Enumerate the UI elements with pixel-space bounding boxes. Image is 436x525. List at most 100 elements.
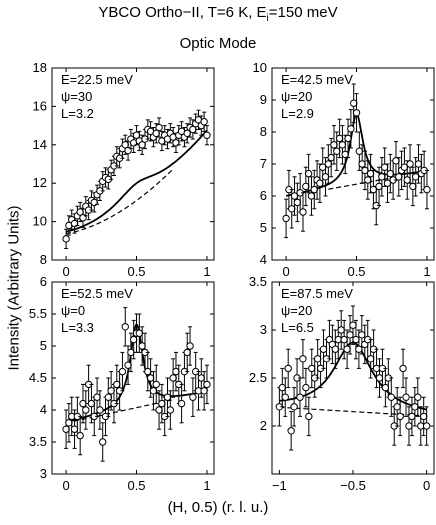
data-point bbox=[281, 393, 289, 401]
y-tick-label: 9 bbox=[260, 92, 267, 107]
data-point bbox=[172, 367, 180, 376]
data-point bbox=[327, 153, 335, 162]
data-point bbox=[423, 185, 431, 194]
data-point bbox=[341, 150, 349, 159]
data-point bbox=[396, 412, 404, 421]
data-point bbox=[381, 383, 390, 392]
data-point bbox=[299, 355, 307, 363]
data-point bbox=[405, 422, 413, 430]
y-tick-label: 7 bbox=[260, 156, 267, 171]
data-point bbox=[130, 335, 138, 344]
data-point bbox=[380, 163, 389, 171]
data-point bbox=[408, 412, 416, 421]
data-point bbox=[203, 380, 211, 389]
data-point bbox=[82, 406, 90, 414]
panel-annotation: ψ=30 bbox=[61, 89, 92, 104]
panel-annotation: L=3.3 bbox=[61, 320, 94, 335]
data-point bbox=[344, 134, 352, 143]
y-tick-label: 6 bbox=[40, 274, 47, 289]
data-point bbox=[386, 169, 395, 178]
data-point bbox=[392, 157, 400, 165]
data-point bbox=[158, 399, 166, 408]
data-point bbox=[302, 383, 310, 392]
data-point bbox=[62, 235, 70, 243]
x-axis-label: (H, 0.5) (r. l. u.) bbox=[167, 499, 269, 516]
plot-frame bbox=[51, 67, 215, 261]
y-tick-label: 3.5 bbox=[29, 434, 47, 449]
data-point bbox=[419, 412, 428, 421]
data-point bbox=[331, 345, 340, 353]
data-point bbox=[166, 406, 175, 414]
y-tick-label: 8 bbox=[40, 252, 47, 267]
y-tick-label: 6 bbox=[260, 188, 267, 203]
data-point bbox=[96, 406, 104, 414]
data-point bbox=[378, 173, 386, 181]
data-point bbox=[308, 364, 316, 373]
data-point bbox=[366, 169, 375, 178]
x-tick-label: 0.5 bbox=[127, 478, 145, 493]
data-point bbox=[200, 387, 208, 395]
data-point bbox=[138, 342, 146, 350]
data-point bbox=[310, 185, 318, 194]
data-point bbox=[186, 342, 194, 350]
data-point bbox=[375, 374, 384, 382]
panel-annotation: L=3.2 bbox=[61, 106, 94, 121]
data-point bbox=[296, 393, 304, 401]
y-tick-label: 16 bbox=[33, 98, 47, 113]
data-point bbox=[319, 345, 328, 353]
data-point bbox=[352, 109, 361, 117]
data-point bbox=[197, 374, 206, 382]
data-point bbox=[146, 374, 155, 382]
data-point bbox=[99, 438, 107, 446]
data-point bbox=[163, 393, 172, 401]
background-line bbox=[65, 399, 172, 424]
data-point bbox=[70, 425, 79, 433]
data-point bbox=[414, 393, 422, 401]
y-tick-label: 4 bbox=[260, 252, 267, 267]
data-point bbox=[352, 335, 360, 344]
data-point bbox=[127, 348, 135, 357]
y-tick-label: 3.5 bbox=[249, 274, 267, 289]
data-point bbox=[337, 326, 345, 334]
background-line bbox=[279, 406, 420, 417]
data-point bbox=[355, 147, 364, 155]
panel-annotation: E=22.5 meV bbox=[61, 72, 133, 87]
data-point bbox=[177, 399, 186, 408]
x-tick-label: 1 bbox=[203, 264, 210, 279]
data-point bbox=[278, 383, 287, 392]
data-point bbox=[107, 387, 115, 395]
panel-annotation: ψ=20 bbox=[281, 303, 312, 318]
y-tick-label: 8 bbox=[260, 124, 267, 139]
data-point bbox=[411, 403, 419, 411]
panel-annotation: ψ=20 bbox=[281, 89, 312, 104]
data-point bbox=[293, 198, 302, 207]
panel-annotation: L=6.5 bbox=[281, 320, 314, 335]
data-point bbox=[152, 380, 160, 389]
data-point bbox=[203, 131, 211, 139]
data-point bbox=[347, 125, 355, 133]
y-tick-label: 4.5 bbox=[29, 370, 47, 385]
data-point bbox=[144, 367, 152, 376]
data-point bbox=[305, 412, 313, 421]
y-tick-label: 10 bbox=[253, 60, 267, 75]
panel-annotation: E=42.5 meV bbox=[281, 72, 353, 87]
data-point bbox=[79, 399, 87, 408]
fit-curve bbox=[65, 129, 208, 233]
data-point bbox=[406, 160, 414, 168]
data-point bbox=[307, 192, 316, 200]
data-point bbox=[288, 205, 296, 213]
x-tick-label: 0 bbox=[62, 478, 69, 493]
figure-subtitle: Optic Mode bbox=[179, 35, 257, 52]
data-point bbox=[87, 399, 96, 408]
data-point bbox=[330, 141, 338, 149]
x-tick-label: −0.5 bbox=[340, 478, 366, 493]
panel-annotation: E=52.5 meV bbox=[61, 286, 133, 301]
data-point bbox=[346, 331, 354, 339]
data-point bbox=[403, 176, 411, 184]
data-point bbox=[321, 173, 330, 181]
y-tick-label: 12 bbox=[33, 175, 47, 190]
x-tick-label: −1 bbox=[272, 478, 287, 493]
data-point bbox=[118, 367, 127, 376]
